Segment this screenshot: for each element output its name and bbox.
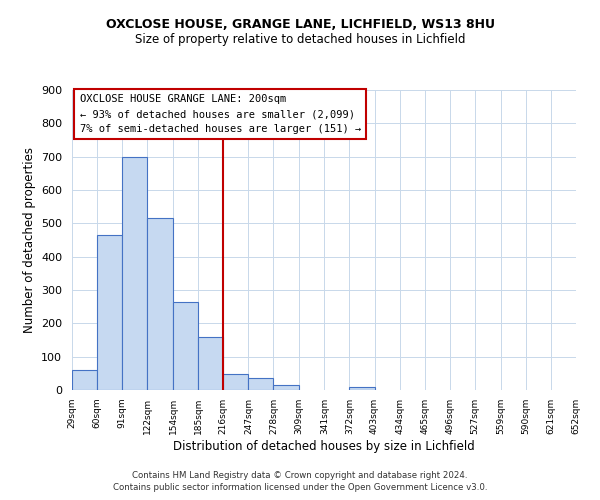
Text: OXCLOSE HOUSE GRANGE LANE: 200sqm
← 93% of detached houses are smaller (2,099)
7: OXCLOSE HOUSE GRANGE LANE: 200sqm ← 93% … [80, 94, 361, 134]
Text: Contains public sector information licensed under the Open Government Licence v3: Contains public sector information licen… [113, 484, 487, 492]
Bar [97, 235, 122, 390]
Bar [223, 374, 248, 390]
Text: Contains HM Land Registry data © Crown copyright and database right 2024.: Contains HM Land Registry data © Crown c… [132, 471, 468, 480]
Y-axis label: Number of detached properties: Number of detached properties [23, 147, 35, 333]
Text: Size of property relative to detached houses in Lichfield: Size of property relative to detached ho… [135, 32, 465, 46]
Bar [147, 218, 173, 390]
Bar [122, 156, 147, 390]
Bar [72, 370, 97, 390]
Text: OXCLOSE HOUSE, GRANGE LANE, LICHFIELD, WS13 8HU: OXCLOSE HOUSE, GRANGE LANE, LICHFIELD, W… [106, 18, 494, 30]
X-axis label: Distribution of detached houses by size in Lichfield: Distribution of detached houses by size … [173, 440, 475, 452]
Bar [274, 386, 299, 390]
Bar [248, 378, 274, 390]
Bar [349, 388, 374, 390]
Bar [173, 302, 198, 390]
Bar [198, 336, 223, 390]
